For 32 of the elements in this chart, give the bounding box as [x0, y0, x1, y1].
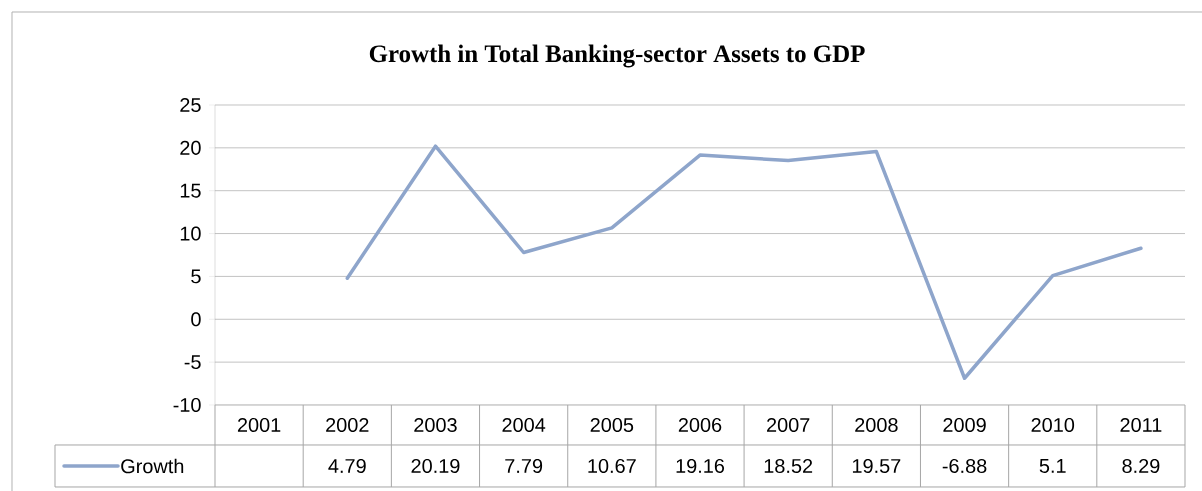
y-tick-label: 5	[191, 269, 201, 284]
data-label: 19.16	[676, 458, 725, 474]
y-tick-label: 10	[180, 226, 201, 241]
data-label: 19.57	[852, 458, 901, 474]
x-tick-label: 2007	[767, 417, 810, 433]
legend-label: Growth	[121, 458, 184, 474]
data-label: 7.79	[505, 458, 543, 474]
data-label: 10.67	[588, 458, 636, 474]
y-tick-label: 20	[180, 140, 201, 155]
y-tick-label: 0	[191, 312, 201, 327]
x-tick-label: 2005	[590, 417, 634, 433]
x-tick-label: 2009	[943, 417, 986, 433]
line-series	[345, 144, 1143, 380]
y-tick-label: -5	[184, 355, 201, 370]
x-tick-label: 2001	[237, 417, 281, 433]
data-label: 5.1	[1039, 459, 1066, 473]
x-tick-label: 2004	[502, 417, 546, 433]
data-label: 8.29	[1122, 458, 1160, 474]
x-tick-label: 2010	[1031, 417, 1075, 433]
x-tick-label: 2011	[1120, 417, 1162, 433]
x-tick-label: 2006	[678, 417, 722, 433]
y-tick-label: 15	[180, 183, 201, 198]
x-tick-label: 2003	[414, 417, 457, 433]
data-label: 4.79	[328, 458, 366, 474]
data-label: -6.88	[942, 458, 987, 474]
y-tick-label: 25	[180, 97, 201, 113]
y-tick-label: -10	[173, 397, 201, 413]
x-tick-label: 2002	[326, 417, 369, 433]
x-tick-label: 2008	[855, 417, 898, 433]
data-label: 20.19	[411, 458, 460, 474]
data-label: 18.52	[764, 458, 813, 474]
chart-title: Growth in Total Banking-sector Assets to GDP	[369, 44, 865, 68]
